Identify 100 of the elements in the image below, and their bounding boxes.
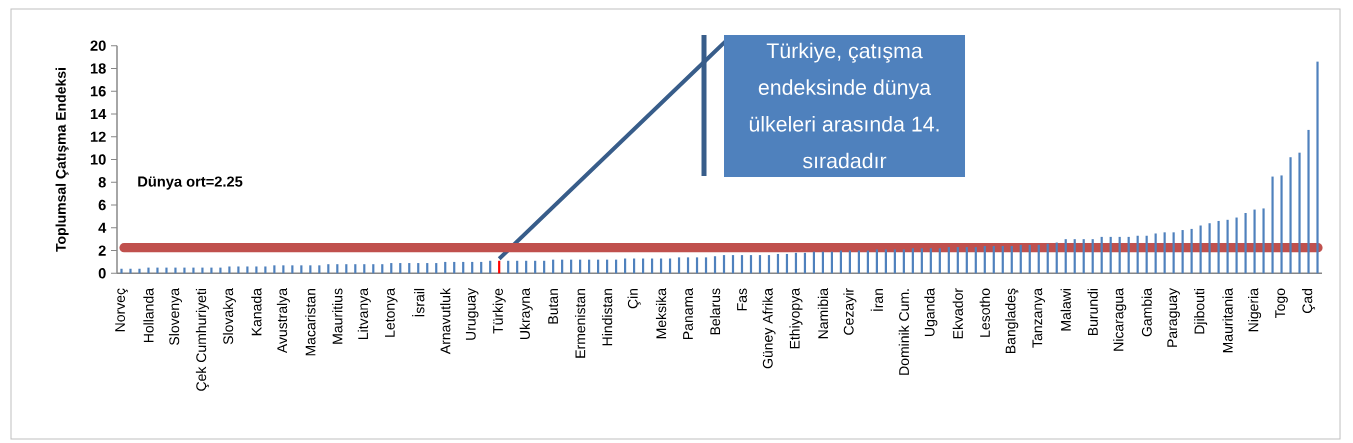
y-tick-label: 10 [90,154,106,165]
bar [192,267,195,274]
x-tick-label: Lesotho [979,288,990,337]
bar [1082,239,1085,274]
y-tick-label: 6 [98,199,106,211]
bar [983,245,986,274]
x-tick-label: Macaristan [305,288,316,356]
y-tick-label: 2 [98,245,106,256]
x-tick-label: Türkiye [492,288,506,334]
bar [345,264,348,274]
x-tick-label: Djibouti [1194,288,1208,334]
bar [1208,223,1211,274]
y-tick-label: 4 [98,222,107,233]
x-tick-label: Cezayir [843,288,857,335]
bar [902,249,905,274]
bar [893,249,896,274]
bar [920,248,923,274]
x-tick-label: Letonya [385,288,398,337]
bar [1280,175,1283,274]
x-tick-label: Çad [1301,288,1316,313]
bar [237,266,240,274]
bar [426,263,429,274]
bar [174,267,177,274]
bar [704,257,708,274]
x-tick-label: Hindistan [601,288,613,346]
x-tick-label: Malawi [1060,288,1071,331]
bar [1100,236,1103,274]
bar [1091,239,1094,274]
x-tick-label: Panama [683,288,693,339]
x-tick-label: Ukrayna [519,288,533,340]
bar [974,247,977,274]
x-tick-label: Kanada [251,288,262,336]
bar [695,257,699,274]
bar [722,255,726,274]
x-tick-label: Paraguay [1167,288,1180,347]
x-tick-label: Butan [548,288,559,324]
bar [1118,236,1121,274]
bar [1253,209,1256,274]
bar [767,255,771,274]
x-tick-label: Litvanya [357,288,371,339]
bar [363,264,366,274]
bar [1064,239,1067,274]
x-tick-label: Ermenistan [574,288,586,358]
bar [354,264,357,274]
bar [1073,239,1076,274]
x-tick-label: Mauritania [1222,288,1233,353]
annotation: Dünya ort=2.25 [138,176,243,190]
bar [1127,236,1130,274]
bar [291,265,294,274]
x-tick-label: Uganda [924,288,938,336]
bar [758,255,762,274]
x-tick-label: Gambia [1141,288,1152,337]
y-tick-label: 18 [90,63,106,74]
bar [875,249,878,274]
x-tick-label: Norveç [115,288,128,332]
x-tick-label: Uruguay [465,288,479,340]
bar [1289,157,1292,274]
bar [264,266,267,274]
bar [1163,232,1166,274]
bar [381,264,384,274]
y-axis-title: Toplumsal Çatışma Endeksi [55,68,69,252]
x-tick-label: Ekvador [952,288,963,339]
x-tick-label: Arnavutluk [440,288,451,355]
bar [884,249,887,274]
bar [929,248,932,274]
x-tick-label: Burundi [1087,288,1098,336]
bar [1001,245,1004,274]
bar [255,266,258,274]
x-tick-label: Fas [737,288,747,311]
y-tick-label: 14 [90,108,107,120]
bar [1181,230,1184,274]
bar [1271,176,1274,274]
bar [147,267,150,274]
bar [1316,61,1319,274]
bar [372,264,375,274]
bar [956,247,959,274]
bar [228,266,231,274]
x-tick-label: Meksika [655,288,667,339]
x-tick-label: Çin [627,288,641,309]
x-tick-label: Ethiyopya [789,288,803,349]
bar [183,267,186,274]
x-tick-label: Slovakya [222,288,236,345]
bar [1217,220,1220,274]
bar [1298,152,1301,274]
bar [156,267,159,274]
x-tick-label: Belarus [709,288,721,335]
bar [686,257,690,274]
bar [947,247,950,274]
bar [938,248,941,274]
bar [210,267,213,274]
y-tick-label: 12 [90,131,106,142]
bar [1199,225,1202,274]
bar [992,245,995,274]
y-tick-label: 0 [98,268,106,279]
x-tick-label: İsrail [412,288,425,317]
bar [731,255,735,274]
bar [1235,217,1238,274]
x-tick-label: Nicaragua [1113,288,1127,351]
y-tick-label: 16 [90,86,106,97]
x-tick-label: Hollanda [143,288,154,343]
